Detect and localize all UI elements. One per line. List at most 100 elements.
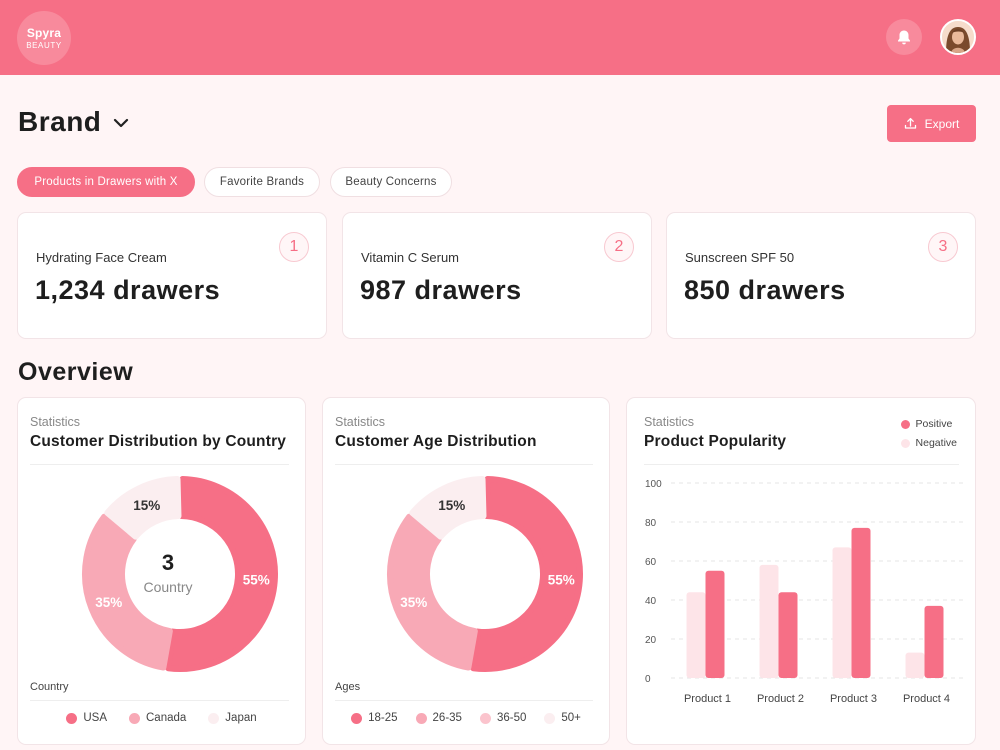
slice-value-label: 55%	[243, 573, 270, 588]
drawer-count: 987 drawers	[360, 275, 522, 305]
tab-favorite-brands[interactable]: Favorite Brands	[204, 167, 320, 197]
divider	[30, 464, 289, 465]
card-title: Customer Distribution by Country	[30, 433, 287, 450]
page-title[interactable]: Brand	[18, 106, 102, 137]
export-label: Export	[924, 116, 960, 131]
user-avatar[interactable]	[940, 19, 976, 55]
legend-label: 36-50	[496, 712, 527, 724]
y-tick-label: 20	[645, 635, 657, 646]
bar-negative[interactable]	[905, 652, 925, 678]
notifications-button[interactable]	[886, 19, 922, 55]
bar-negative[interactable]	[759, 564, 779, 678]
age-legend: 18-25 26-35 36-50 50+	[323, 712, 609, 724]
upload-icon	[904, 117, 916, 129]
legend-item: Positive	[900, 418, 957, 430]
y-tick-label: 80	[645, 518, 657, 529]
rank-badge: 1	[279, 232, 309, 262]
tab-label: Beauty Concerns	[345, 176, 437, 188]
divider	[30, 700, 289, 701]
legend-swatch	[415, 712, 427, 724]
donut-slice-canada[interactable]	[82, 513, 173, 671]
legend-swatch	[129, 712, 140, 724]
popularity-bar-chart: 0 20 40 60 80 100 Product 1 Product 2 Product 3 P…	[645, 479, 963, 705]
legend-label: 50+	[561, 712, 581, 724]
legend-swatch	[351, 712, 363, 724]
legend-swatch	[544, 712, 556, 724]
rank-badge: 2	[604, 232, 634, 262]
product-card-2[interactable]: Vitamin C Serum 987 drawers 2	[342, 212, 652, 339]
logo-subtitle: BEAUTY	[26, 41, 62, 50]
product-popularity-card: Statistics Product Popularity Positive Ne…	[626, 397, 976, 745]
popularity-legend: Positive Negative	[900, 418, 957, 456]
slice-value-label: 35%	[95, 595, 122, 610]
donut-slice-usa[interactable]	[165, 476, 278, 672]
legend-item: 50+	[544, 712, 581, 724]
divider	[644, 464, 959, 465]
legend-item: 26-35	[415, 712, 462, 724]
donut-slice-36-50[interactable]	[409, 476, 487, 540]
tab-beauty-concerns[interactable]: Beauty Concerns	[330, 167, 452, 197]
divider	[335, 464, 593, 465]
card-title: Customer Age Distribution	[335, 433, 537, 450]
app-header: Spyra BEAUTY	[0, 0, 1000, 75]
product-name: Sunscreen SPF 50	[685, 250, 795, 265]
legend-swatch	[66, 712, 78, 724]
legend-label: Negative	[915, 437, 957, 449]
legend-label: Positive	[915, 418, 953, 430]
card-title: Product Popularity	[644, 433, 787, 450]
logo-name: Spyra	[26, 26, 62, 40]
tab-products-in-drawers[interactable]: Products in Drawers with X	[17, 167, 195, 197]
legend-item: Negative	[900, 437, 957, 449]
tab-label: Favorite Brands	[219, 176, 305, 188]
card-kicker: Statistics	[335, 415, 386, 429]
x-tick-label: Product 3	[830, 693, 877, 705]
avatar-icon	[942, 21, 974, 53]
card-kicker: Statistics	[644, 415, 695, 429]
product-card-3[interactable]: Sunscreen SPF 50 850 drawers 3	[666, 212, 976, 339]
bell-icon	[898, 30, 910, 44]
drawer-count: 850 drawers	[684, 275, 846, 305]
legend-heading: Country	[30, 681, 69, 693]
bar-positive[interactable]	[778, 592, 798, 678]
country-legend: USA Canada Japan	[18, 712, 305, 724]
slice-value-label: 15%	[133, 498, 160, 513]
age-distribution-card: Statistics Customer Age Distribution 55%…	[322, 397, 610, 745]
x-tick-label: Product 1	[684, 693, 731, 705]
product-name: Hydrating Face Cream	[36, 250, 167, 265]
x-tick-label: Product 2	[757, 693, 804, 705]
brand-logo[interactable]: Spyra BEAUTY	[17, 11, 71, 65]
export-button[interactable]: Export	[887, 105, 976, 142]
country-donut-chart: 55% 35% 15% 3 Country	[82, 476, 278, 672]
center-value: 3	[162, 550, 174, 575]
chevron-down-icon[interactable]	[112, 117, 130, 129]
legend-item: USA	[66, 712, 107, 724]
legend-swatch	[479, 712, 491, 724]
age-donut-chart: 55% 35% 15%	[387, 476, 583, 672]
legend-item: Canada	[129, 712, 186, 724]
donut-slice-18-25[interactable]	[470, 476, 583, 672]
donut-slice-26-35[interactable]	[387, 513, 478, 671]
product-card-1[interactable]: Hydrating Face Cream 1,234 drawers 1	[17, 212, 327, 339]
bar-positive[interactable]	[705, 570, 725, 678]
bar-negative[interactable]	[832, 547, 852, 678]
donut-slice-japan[interactable]	[104, 476, 182, 540]
legend-swatch	[900, 438, 910, 448]
y-tick-label: 40	[645, 596, 657, 607]
card-kicker: Statistics	[30, 415, 81, 429]
center-label: Country	[143, 579, 192, 595]
bar-positive[interactable]	[851, 527, 871, 678]
legend-label: 18-25	[368, 712, 398, 724]
rank-badge: 3	[928, 232, 958, 262]
bar-positive[interactable]	[924, 605, 944, 678]
legend-heading: Ages	[335, 681, 361, 693]
y-tick-label: 100	[645, 479, 662, 490]
y-tick-label: 0	[645, 674, 651, 685]
divider	[335, 700, 593, 701]
overview-title: Overview	[18, 358, 134, 386]
legend-item: 18-25	[351, 712, 398, 724]
drawer-count: 1,234 drawers	[35, 275, 221, 305]
tab-label: Products in Drawers with X	[34, 176, 178, 188]
legend-swatch	[208, 712, 220, 724]
bar-negative[interactable]	[686, 592, 706, 678]
legend-label: 26-35	[432, 712, 462, 724]
